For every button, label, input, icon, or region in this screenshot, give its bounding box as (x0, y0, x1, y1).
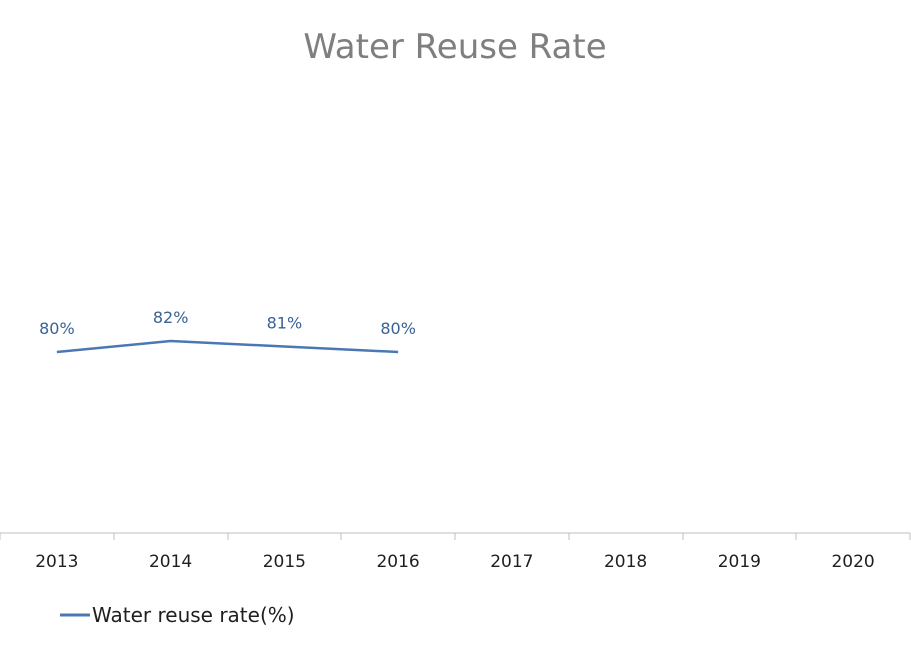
chart-title: Water Reuse Rate (303, 27, 606, 67)
data-label: 81% (267, 314, 303, 333)
legend-label: Water reuse rate(%) (92, 603, 295, 627)
x-tick-label: 2019 (718, 552, 761, 572)
x-axis-ticks (0, 533, 911, 540)
data-labels: 80% 82% 81% 80% (39, 308, 416, 338)
data-label: 80% (380, 319, 416, 338)
series-layer (56, 339, 399, 354)
series-line (56, 339, 399, 354)
x-tick-label: 2013 (35, 552, 78, 572)
x-tick-label: 2020 (831, 552, 874, 572)
data-label: 80% (39, 319, 75, 338)
x-tick-label: 2014 (149, 552, 192, 572)
x-tick-label: 2018 (604, 552, 647, 572)
legend[interactable]: Water reuse rate(%) (60, 603, 295, 627)
x-tick-label: 2016 (376, 552, 419, 572)
x-axis-tick-labels: 2013 2014 2015 2016 2017 2018 2019 2020 (35, 552, 875, 572)
x-tick-label: 2017 (490, 552, 533, 572)
x-tick-label: 2015 (263, 552, 306, 572)
data-label: 82% (153, 308, 189, 327)
